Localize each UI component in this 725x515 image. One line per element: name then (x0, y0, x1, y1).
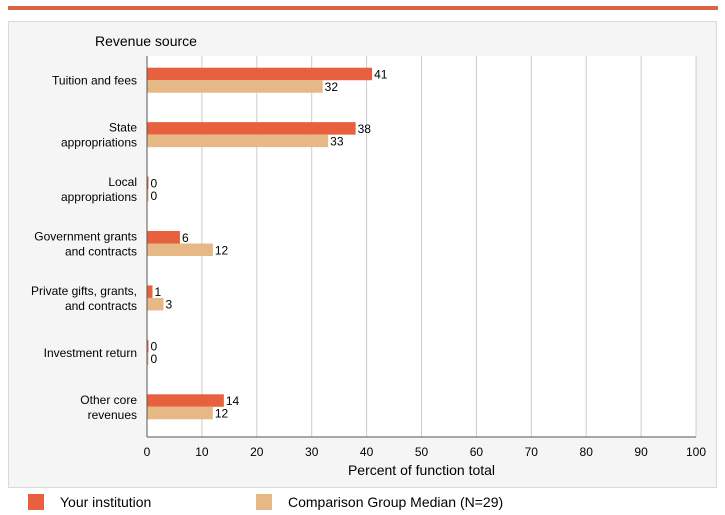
x-tick-label: 100 (686, 445, 706, 459)
x-tick-label: 0 (144, 445, 151, 459)
bar (147, 176, 149, 190)
category-label: State (109, 121, 137, 135)
x-tick-label: 50 (415, 445, 429, 459)
bar-value-label: 14 (226, 394, 240, 408)
bar (147, 67, 373, 81)
bar (147, 122, 356, 135)
x-tick-label: 20 (250, 445, 264, 459)
category-label: Tuition and fees (52, 74, 137, 88)
category-label: appropriations (61, 136, 137, 150)
bar (147, 80, 323, 93)
legend-label-your-institution: Your institution (60, 494, 152, 510)
x-tick-label: 60 (470, 445, 484, 459)
x-tick-label: 30 (305, 445, 319, 459)
bar (147, 406, 213, 420)
x-tick-label: 70 (525, 445, 539, 459)
legend-swatch-your-institution (28, 494, 44, 510)
bar-value-label: 12 (215, 243, 229, 257)
bar (147, 231, 180, 244)
category-label: Private gifts, grants, (31, 284, 137, 298)
x-tick-label: 40 (360, 445, 374, 459)
bar-value-label: 1 (154, 285, 161, 299)
legend-swatch-comparison-median (256, 494, 272, 510)
bar-value-label: 3 (165, 298, 172, 312)
bar (147, 352, 149, 365)
bar-value-label: 38 (358, 122, 372, 136)
category-label: Investment return (44, 346, 137, 360)
legend: Your institution Comparison Group Median… (8, 494, 717, 515)
x-tick-label: 10 (195, 445, 209, 459)
bar-value-label: 0 (151, 340, 158, 354)
category-label: and contracts (65, 245, 137, 259)
bar (147, 297, 164, 311)
bar-value-label: 12 (215, 407, 229, 421)
category-label: and contracts (65, 299, 137, 313)
x-axis-title: Percent of function total (348, 462, 495, 478)
chart-title: Revenue source (95, 33, 197, 49)
bar (147, 339, 149, 353)
bar (147, 394, 224, 407)
bar (147, 243, 213, 256)
category-label: revenues (88, 408, 137, 422)
category-label: Government grants (34, 230, 137, 244)
category-label: appropriations (61, 190, 137, 204)
bar (147, 189, 149, 202)
category-label: Local (108, 175, 137, 189)
bar-value-label: 33 (330, 134, 344, 148)
bar-value-label: 0 (151, 176, 158, 190)
legend-item-comparison-median: Comparison Group Median (N=29) (256, 494, 503, 510)
bar-value-label: 0 (151, 189, 158, 203)
bar-value-label: 6 (182, 231, 189, 245)
x-tick-label: 90 (634, 445, 648, 459)
bar-value-label: 41 (374, 67, 388, 81)
bar (147, 134, 329, 148)
bar-value-label: 0 (151, 352, 158, 366)
legend-label-comparison-median: Comparison Group Median (N=29) (288, 494, 504, 510)
bar-value-label: 32 (325, 80, 339, 94)
x-tick-label: 80 (580, 445, 594, 459)
legend-item-your-institution: Your institution (28, 494, 151, 510)
category-label: Other core (80, 393, 137, 407)
top-accent-rule (8, 6, 718, 10)
bar (147, 285, 153, 298)
